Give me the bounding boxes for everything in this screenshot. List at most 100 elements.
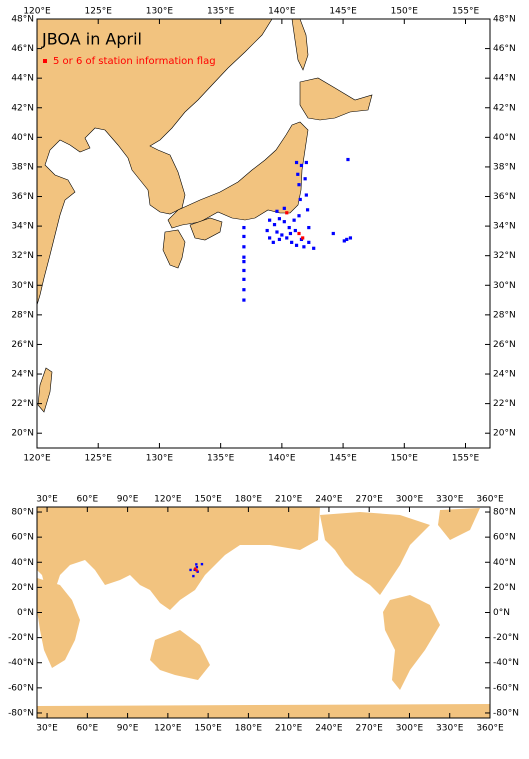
station-point (196, 570, 199, 573)
station-point (342, 239, 346, 243)
station-point (277, 237, 282, 242)
x-tick-label: 120°E (154, 495, 182, 505)
station-point (275, 209, 279, 213)
y-tick-label: -80°N (8, 708, 34, 718)
x-tick-label: 300°E (396, 724, 424, 734)
x-tick-label: 145°E (329, 7, 357, 17)
x-tick-label: 120°E (23, 454, 51, 464)
y-tick-label: -20°N (8, 633, 34, 643)
station-point (346, 157, 350, 162)
station-point (195, 563, 198, 566)
y-tick-label: 0°N (17, 608, 34, 618)
station-point (285, 211, 289, 215)
y-tick-label: 40°N (493, 558, 516, 568)
y-tick-label: 32°N (493, 251, 516, 261)
x-tick-label: 90°E (117, 495, 139, 505)
station-point (242, 260, 246, 264)
station-point (294, 160, 299, 165)
y-tick-label: 28°N (11, 310, 34, 320)
station-point (307, 240, 311, 244)
y-tick-label: 36°N (11, 192, 34, 202)
station-point (271, 240, 275, 244)
x-tick-label: 125°E (85, 454, 113, 464)
station-point (242, 255, 246, 259)
y-tick-label: 42°N (11, 103, 34, 113)
x-tick-label: 150°E (391, 7, 419, 17)
station-point (242, 225, 246, 230)
station-point (265, 228, 269, 233)
station-point (297, 183, 301, 187)
y-tick-label: 22°N (11, 399, 34, 409)
y-tick-label: 26°N (11, 340, 34, 350)
y-tick-label: 48°N (11, 15, 34, 25)
x-tick-label: 270°E (356, 724, 384, 734)
station-point (242, 298, 246, 302)
station-point (277, 217, 282, 221)
x-tick-label: 130°E (146, 7, 174, 17)
y-tick-label: 0°N (493, 608, 510, 618)
station-point (299, 163, 304, 168)
y-tick-label: 48°N (493, 15, 516, 25)
y-tick-label: 32°N (11, 251, 34, 261)
station-point (272, 223, 277, 227)
map-title: JBOA in April (41, 30, 142, 49)
y-tick-label: 30°N (11, 281, 34, 291)
x-tick-label: 155°E (452, 7, 480, 17)
station-point (200, 562, 204, 566)
land-top (36, 18, 373, 413)
station-point (293, 228, 297, 233)
x-tick-label: 360°E (476, 495, 504, 505)
y-tick-label: -80°N (493, 708, 519, 718)
x-tick-label: 120°E (154, 724, 182, 734)
x-tick-label: 270°E (356, 495, 384, 505)
x-tick-label: 150°E (194, 724, 222, 734)
x-tick-label: 210°E (275, 495, 303, 505)
y-tick-label: -20°N (493, 633, 519, 643)
station-point (275, 230, 279, 234)
y-tick-label: 36°N (493, 192, 516, 202)
station-point (303, 177, 307, 181)
station-point (268, 236, 272, 240)
x-tick-label: 155°E (452, 454, 480, 464)
y-tick-label: 20°N (493, 429, 516, 439)
x-tick-label: 240°E (315, 724, 343, 734)
legend-swatch (43, 59, 47, 63)
station-point (298, 197, 302, 202)
y-tick-label: 34°N (493, 222, 516, 232)
station-point (302, 245, 306, 249)
station-point (288, 231, 293, 236)
y-tick-label: 34°N (11, 222, 34, 232)
y-tick-label: 60°N (493, 533, 516, 543)
station-point (297, 214, 301, 218)
x-tick-label: 240°E (315, 495, 343, 505)
x-tick-label: 300°E (396, 495, 424, 505)
x-tick-label: 30°E (36, 724, 58, 734)
y-tick-label: 40°N (11, 133, 34, 143)
x-tick-label: 330°E (436, 724, 464, 734)
station-point (297, 231, 301, 236)
station-point (195, 569, 198, 572)
x-tick-label: 145°E (329, 454, 357, 464)
x-tick-label: 150°E (194, 495, 222, 505)
y-tick-label: 30°N (493, 281, 516, 291)
y-tick-label: 80°N (11, 508, 34, 518)
y-tick-label: 28°N (493, 310, 516, 320)
x-tick-label: 180°E (235, 724, 263, 734)
station-point (348, 236, 353, 240)
station-point (285, 236, 289, 240)
x-tick-label: 90°E (117, 724, 139, 734)
legend-label: 5 or 6 of station information flag (53, 56, 216, 67)
station-point (282, 220, 286, 224)
land-bottom (37, 507, 490, 718)
station-point (242, 245, 246, 249)
y-tick-label: 20°N (11, 429, 34, 439)
x-tick-label: 150°E (391, 454, 419, 464)
y-tick-label: 24°N (493, 370, 516, 380)
y-tick-label: 44°N (493, 74, 516, 84)
station-point (242, 268, 246, 273)
station-point (304, 193, 308, 197)
y-tick-label: -40°N (493, 658, 519, 668)
x-tick-label: 120°E (23, 7, 51, 17)
x-tick-label: 140°E (268, 454, 296, 464)
y-tick-label: 42°N (493, 103, 516, 113)
